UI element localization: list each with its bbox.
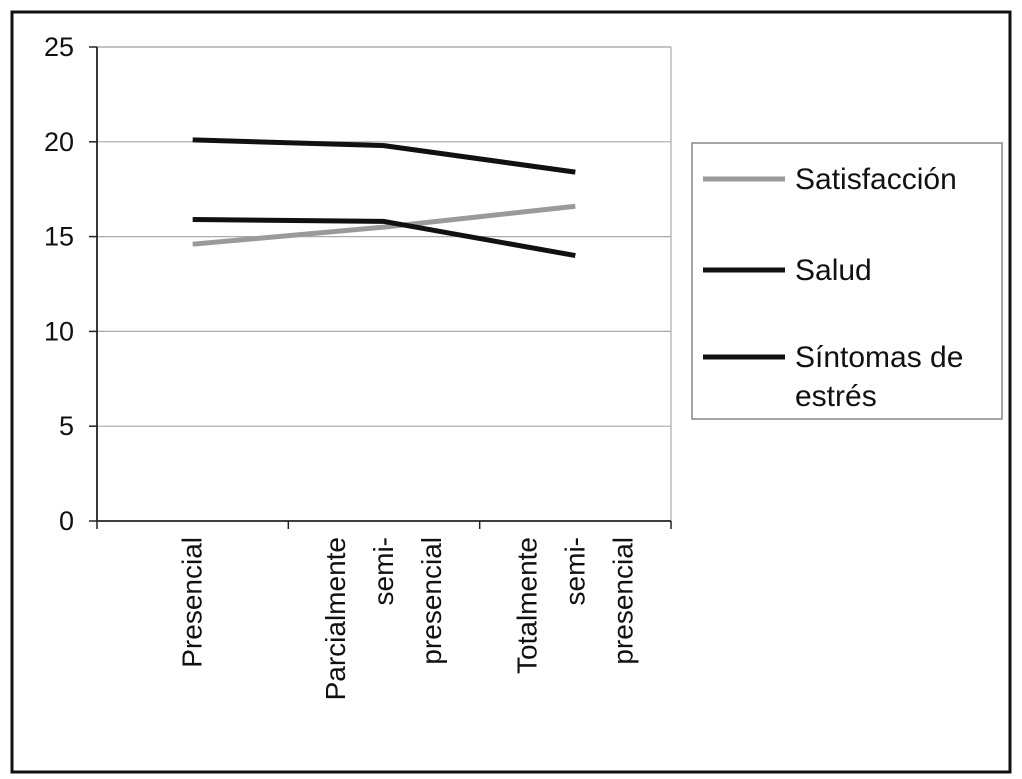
y-tick-label: 5 [59,411,74,441]
x-tick-label: semi- [559,537,590,605]
y-tick-label: 10 [44,316,74,346]
y-tick-label: 20 [44,127,74,157]
series-line [192,217,576,259]
x-tick-label: Totalmente [511,537,542,674]
legend-label: Síntomas de [795,341,963,374]
legend: Satisfacción Salud Síntomas de estrés [703,163,963,413]
legend-label: Salud [795,254,872,287]
x-axis-ticks: Presencial Parcialmente semi-presencial Tot… [96,521,672,700]
legend-label: estrés [795,380,877,413]
x-tick-label: semi- [368,537,399,605]
x-tick-label: presencial [416,537,447,665]
legend-label: Satisfacción [795,163,957,196]
series-lines [192,137,576,259]
axes [96,46,672,522]
y-axis-ticks: 0 5 10 15 20 25 [44,32,97,536]
y-tick-label: 0 [59,506,74,536]
series-line [192,203,576,247]
y-tick-label: 25 [44,32,74,62]
x-tick-label: presencial [607,537,638,665]
x-tick-label: Presencial [177,537,208,668]
y-tick-label: 15 [44,222,74,252]
x-tick-label: Parcialmente [320,537,351,700]
series-line [192,137,576,175]
legend-box [691,142,1003,420]
